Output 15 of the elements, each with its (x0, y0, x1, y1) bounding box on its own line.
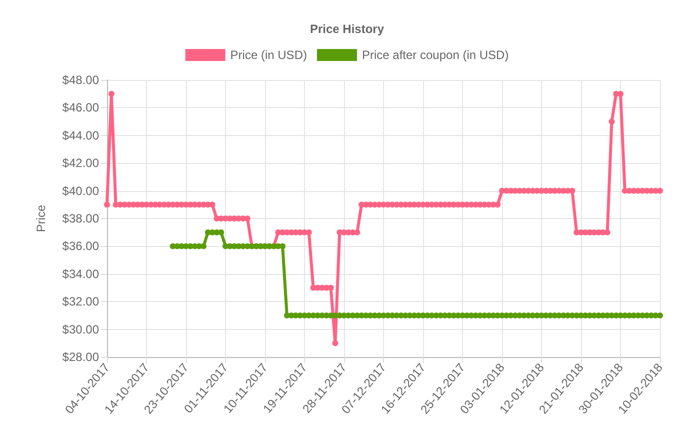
chart-title: Price History (310, 22, 384, 36)
y-tick-label: $46.00 (62, 100, 100, 115)
y-tick-label: $40.00 (62, 184, 100, 198)
y-tick-label: $30.00 (62, 322, 100, 336)
legend-label: Price after coupon (in USD) (362, 48, 509, 62)
y-axis-title: Price (34, 204, 48, 232)
y-tick-label: $42.00 (62, 156, 100, 170)
y-tick-label: $44.00 (62, 128, 100, 142)
y-tick-label: $34.00 (62, 266, 100, 281)
legend-label: Price (in USD) (230, 48, 307, 62)
y-tick-label: $28.00 (62, 350, 100, 364)
y-tick-label: $36.00 (62, 239, 100, 254)
y-tick-label: $38.00 (62, 212, 100, 226)
y-tick-label: $48.00 (62, 73, 100, 87)
y-tick-label: $32.00 (62, 294, 100, 309)
